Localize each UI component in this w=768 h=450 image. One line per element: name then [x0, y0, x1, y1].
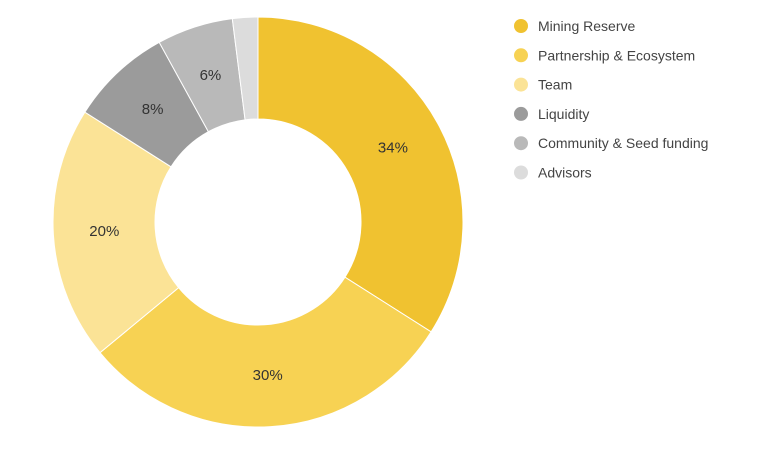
- slice-value-label-mining-reserve: 34%: [378, 139, 408, 156]
- legend-swatch-mining-reserve: [514, 19, 528, 33]
- legend-swatch-community-and-seed-funding: [514, 136, 528, 151]
- legend-label-liquidity: Liquidity: [538, 106, 589, 122]
- slice-team: [52, 111, 180, 354]
- legend-label-mining-reserve: Mining Reserve: [538, 18, 635, 34]
- chart-slice-labels: 34% 30% 20% 8% 6%: [89, 67, 408, 384]
- slice-partnership-and-ecosystem: [99, 276, 432, 428]
- legend-label-community-and-seed-funding: Community & Seed funding: [538, 135, 708, 151]
- slice-value-label-community-and-seed-funding: 6%: [200, 67, 222, 84]
- legend-swatch-liquidity: [514, 106, 528, 121]
- legend-label-team: Team: [538, 77, 572, 93]
- slice-value-label-team: 20%: [89, 223, 119, 240]
- slice-value-label-liquidity: 8%: [142, 101, 164, 118]
- slice-value-label-partnership-and-ecosystem: 30%: [253, 367, 283, 384]
- legend-swatch-advisors: [514, 165, 528, 180]
- legend-swatch-team: [514, 77, 528, 92]
- chart-legend: Mining Reserve Partnership & Ecosystem Tea…: [514, 18, 708, 181]
- slice-mining-reserve: [257, 16, 464, 333]
- legend-label-advisors: Advisors: [538, 165, 592, 181]
- legend-swatch-partnership-and-ecosystem: [514, 48, 528, 63]
- chart-slices: [52, 16, 464, 428]
- slice-advisors: [231, 16, 259, 121]
- legend-label-partnership-and-ecosystem: Partnership & Ecosystem: [538, 47, 695, 63]
